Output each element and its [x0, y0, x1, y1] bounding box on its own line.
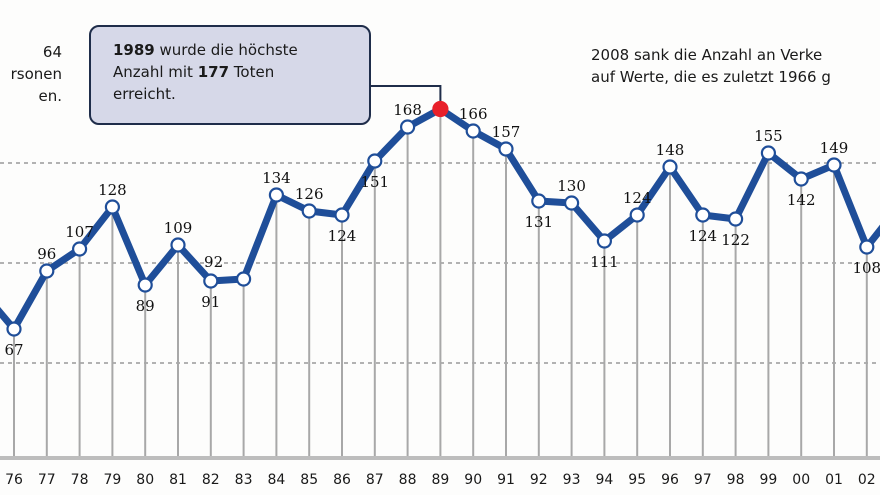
- x-tick-label: 93: [563, 472, 581, 488]
- x-tick-label: 79: [103, 472, 121, 488]
- left-note: 64 rsonen en.: [11, 41, 62, 107]
- x-tick-label: 00: [792, 472, 810, 488]
- x-tick-label: 82: [202, 472, 220, 488]
- value-label: 92: [204, 253, 223, 271]
- left-note-line: rsonen: [10, 65, 62, 83]
- right-note: 2008 sank die Anzahl an Verke auf Werte,…: [591, 44, 831, 88]
- x-tick-label: 96: [661, 472, 679, 488]
- value-label: 96: [37, 245, 56, 263]
- x-tick-label: 90: [464, 472, 482, 488]
- value-label: 155: [754, 127, 783, 145]
- data-point: [400, 119, 416, 135]
- value-label: 126: [295, 185, 324, 203]
- value-label: 151: [360, 173, 389, 191]
- highlight-point: [432, 100, 449, 118]
- data-point: [367, 153, 383, 169]
- x-tick-label: 01: [825, 472, 843, 488]
- data-point: [531, 193, 547, 209]
- right-note-line: auf Werte, die es zuletzt 1966 g: [591, 68, 831, 86]
- x-tick-label: 91: [497, 472, 515, 488]
- value-label: 107: [65, 223, 94, 241]
- x-tick-labels: 76 77 78 79 80 81 82 83 84 85 86 87 88 89 90 91 92 93 94 95…: [5, 472, 876, 488]
- callout-value: 177: [197, 63, 230, 81]
- x-tick-label: 78: [71, 472, 89, 488]
- value-label: 89: [136, 297, 155, 315]
- value-label: 124: [688, 227, 717, 245]
- x-tick-label: 95: [628, 472, 646, 488]
- x-tick-label: 87: [366, 472, 384, 488]
- value-label: 128: [98, 181, 127, 199]
- value-label: 130: [557, 177, 586, 195]
- value-label: 148: [656, 141, 685, 159]
- x-tick-label: 83: [235, 472, 253, 488]
- data-point: [268, 187, 284, 203]
- data-point: [170, 237, 186, 253]
- data-point: [563, 195, 580, 211]
- x-tick-label: 02: [858, 472, 876, 488]
- data-point: [334, 207, 350, 223]
- value-label: 108: [852, 259, 880, 277]
- data-point: [760, 145, 777, 161]
- left-note-line: en.: [38, 87, 62, 105]
- x-tick-label: 97: [694, 472, 712, 488]
- x-tick-label: 92: [530, 472, 548, 488]
- x-tick-label: 84: [267, 472, 285, 488]
- data-point: [629, 207, 645, 223]
- value-label: 149: [820, 139, 849, 157]
- x-tick-label: 99: [759, 472, 777, 488]
- data-point: [695, 207, 711, 223]
- x-tick-label: 80: [136, 472, 154, 488]
- data-point: [137, 277, 153, 293]
- data-point: [236, 271, 252, 287]
- x-tick-label: 81: [169, 472, 187, 488]
- x-tick-label: 88: [399, 472, 417, 488]
- callout-text: Anzahl mit: [113, 63, 198, 81]
- callout-text: Toten: [229, 63, 275, 81]
- data-point: [498, 141, 514, 157]
- data-point: [6, 321, 22, 337]
- value-label: 91: [201, 293, 220, 311]
- data-point: [203, 273, 219, 289]
- markers: [6, 100, 875, 337]
- x-tick-label: 85: [300, 472, 318, 488]
- value-label: 131: [524, 213, 553, 231]
- value-label: 168: [393, 101, 422, 119]
- data-point: [859, 239, 875, 255]
- value-label: 134: [262, 169, 291, 187]
- value-label: 166: [459, 105, 488, 123]
- callout-year: 1989: [113, 41, 155, 59]
- value-label: 124: [328, 227, 357, 245]
- value-label: 111: [590, 253, 619, 271]
- value-label: 122: [721, 231, 750, 249]
- value-label: 157: [492, 123, 521, 141]
- data-point: [104, 199, 121, 215]
- x-tick-label: 89: [431, 472, 449, 488]
- callout-box: 1989 wurde die höchste Anzahl mit 177 To…: [89, 25, 371, 125]
- data-point: [793, 171, 809, 187]
- value-label: 142: [787, 191, 816, 209]
- callout-text: erreicht.: [113, 85, 176, 103]
- data-point: [826, 157, 842, 173]
- data-point: [39, 263, 55, 279]
- x-tick-label: 94: [595, 472, 613, 488]
- data-point: [301, 203, 317, 219]
- value-label: 109: [164, 219, 193, 237]
- x-tick-label: 77: [38, 472, 56, 488]
- x-tick-label: 86: [333, 472, 351, 488]
- left-note-line: 64: [42, 43, 62, 61]
- value-label: 124: [623, 189, 652, 207]
- right-note-line: 2008 sank die Anzahl an Verke: [591, 46, 823, 64]
- data-point: [727, 211, 744, 227]
- data-point: [71, 241, 88, 257]
- x-tick-label: 98: [727, 472, 745, 488]
- value-label: 67: [4, 341, 23, 359]
- callout-text: wurde die höchste: [154, 41, 298, 59]
- x-tick-label: 76: [5, 472, 23, 488]
- year-stems: [13, 109, 868, 458]
- data-point: [662, 159, 678, 175]
- data-point: [465, 123, 481, 139]
- data-point: [596, 233, 613, 249]
